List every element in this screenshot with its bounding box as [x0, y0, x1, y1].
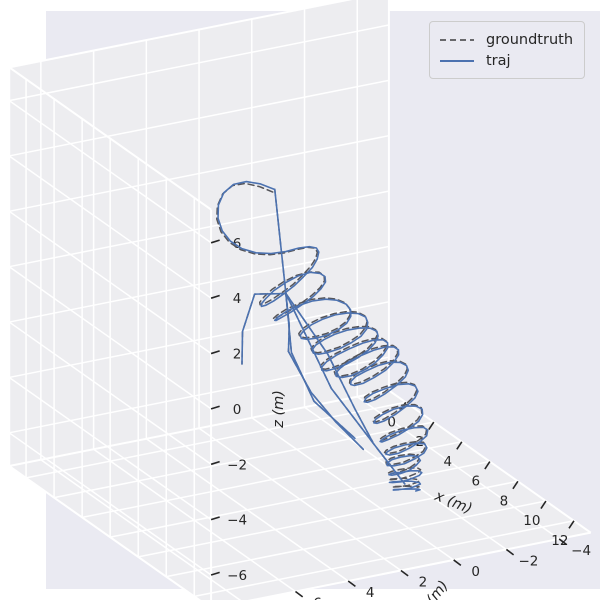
legend-entry-traj: traj [439, 50, 573, 71]
gridlines [8, 0, 575, 600]
svg-text:−4: −4 [571, 543, 591, 559]
series-line-traj-segment [287, 350, 365, 451]
svg-text:10: 10 [523, 513, 540, 529]
series-line-traj-segment [285, 292, 406, 485]
legend[interactable]: groundtruth traj [429, 21, 586, 79]
svg-text:0: 0 [387, 414, 396, 430]
data-series [216, 180, 429, 492]
svg-text:12: 12 [551, 533, 568, 549]
svg-text:6: 6 [233, 236, 242, 252]
series-line-traj-segment [241, 292, 287, 365]
series-line-traj-segment [285, 292, 374, 443]
svg-text:2: 2 [419, 575, 428, 591]
legend-entry-groundtruth: groundtruth [439, 29, 573, 50]
svg-text:8: 8 [500, 493, 509, 509]
solid-line-icon [439, 54, 475, 68]
legend-label-groundtruth: groundtruth [486, 31, 574, 48]
svg-text:4: 4 [233, 291, 242, 307]
series-line-traj [217, 180, 429, 492]
svg-text:−4: −4 [227, 513, 247, 529]
svg-text:0: 0 [471, 564, 480, 580]
svg-text:z (m): z (m) [271, 390, 287, 429]
svg-text:−2: −2 [518, 554, 538, 570]
legend-label-traj: traj [486, 52, 511, 69]
dashed-line-icon [439, 33, 475, 47]
svg-text:0: 0 [233, 402, 242, 418]
svg-text:4: 4 [366, 585, 375, 600]
svg-text:4: 4 [444, 454, 453, 470]
svg-text:2: 2 [233, 347, 242, 363]
svg-text:6: 6 [313, 596, 322, 600]
svg-text:6: 6 [472, 474, 481, 490]
svg-text:−2: −2 [227, 457, 247, 473]
svg-text:−6: −6 [227, 568, 247, 584]
